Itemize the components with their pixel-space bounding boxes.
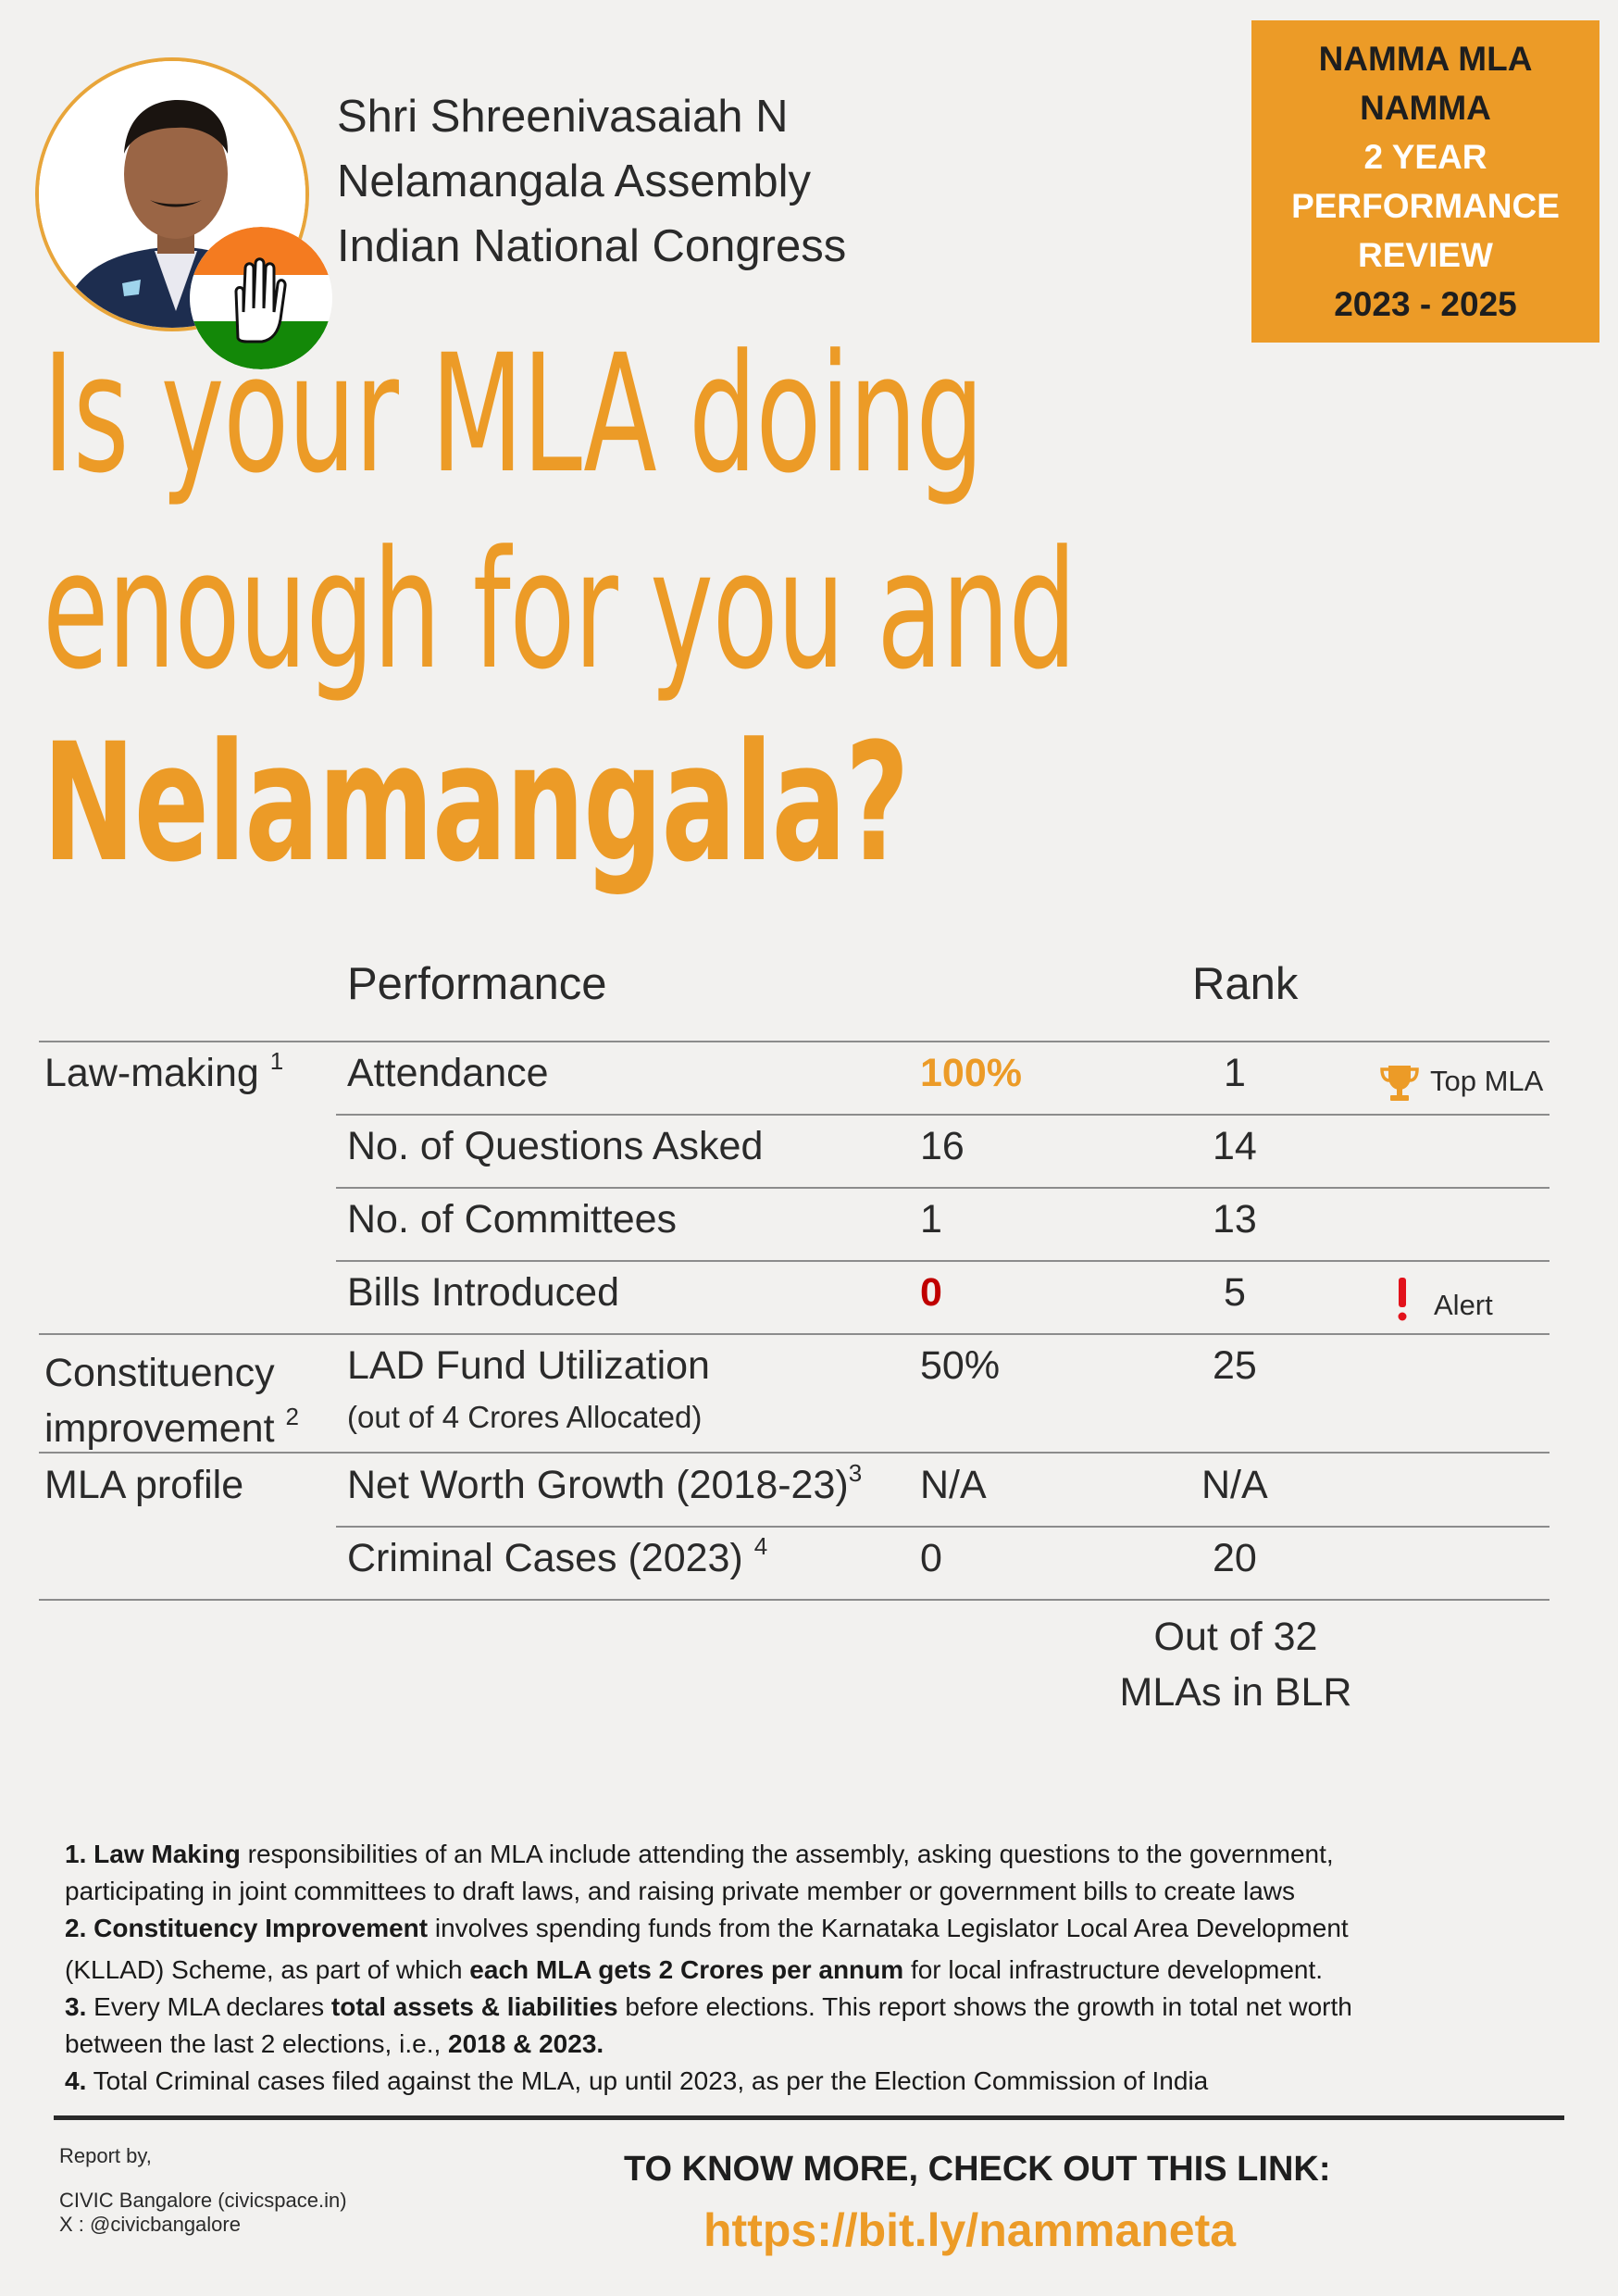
footnote-1-cont: participating in joint committees to dra… (65, 1877, 1296, 1905)
value-bills: 0 (920, 1270, 942, 1315)
headline-line-1: Is your MLA doing (43, 319, 984, 509)
rank-bills: 5 (1224, 1270, 1246, 1315)
headline-line-3: Nelamangala? (43, 708, 909, 898)
row-divider (336, 1526, 1550, 1528)
metric-criminal-cases: Criminal Cases (2023) 4 (347, 1534, 767, 1581)
footnote-3-text-c: between the last 2 elections, i.e., (65, 2029, 449, 2058)
rank-criminal-cases: 20 (1213, 1536, 1257, 1580)
section-divider (39, 1452, 1550, 1454)
mla-photo (35, 57, 309, 331)
section-divider (39, 1333, 1550, 1335)
review-line-4: PERFORMANCE (1291, 187, 1560, 225)
footnote-3-num: 3. (65, 1992, 87, 2021)
value-attendance: 100% (920, 1051, 1022, 1095)
footnote-3-term: total assets & liabilities (330, 1992, 618, 2021)
value-criminal-cases: 0 (920, 1536, 942, 1580)
metric-committees: No. of Committees (347, 1197, 678, 1242)
footnote-ref-1: 1 (269, 1047, 284, 1075)
footnote-3-cont: between the last 2 elections, i.e., 2018… (65, 2026, 604, 2063)
report-org: CIVIC Bangalore (civicspace.in) (59, 2189, 347, 2212)
top-mla-badge: Top MLA (1430, 1065, 1544, 1097)
rank-footer-line-1: Out of 32 (1153, 1615, 1318, 1659)
footnote-4-text: Total Criminal cases filed against the M… (86, 2066, 1209, 2095)
mla-party: Indian National Congress (337, 221, 847, 271)
footnote-2-term: Constituency Improvement (93, 1914, 429, 1942)
metric-criminal-cases-label: Criminal Cases (2023) (347, 1536, 743, 1580)
headline-line-2: enough for you and (43, 516, 1077, 705)
party-logo (190, 227, 332, 369)
metric-net-worth: Net Worth Growth (2018-23)3 (347, 1461, 862, 1508)
rank-committees: 13 (1213, 1197, 1257, 1242)
report-by: Report by, (59, 2144, 152, 2167)
metric-net-worth-label: Net Worth Growth (2018-23) (347, 1463, 849, 1507)
row-divider (336, 1260, 1550, 1262)
mla-constituency: Nelamangala Assembly (337, 156, 812, 206)
header-performance: Performance (347, 959, 607, 1009)
section-law-making: Law-making 1 (44, 1049, 283, 1096)
footnote-4: 4. Total Criminal cases filed against th… (65, 2063, 1208, 2100)
footer-divider (54, 2115, 1564, 2120)
section-constituency-line-2: improvement (44, 1406, 275, 1451)
rank-attendance: 1 (1224, 1051, 1246, 1095)
value-net-worth: N/A (920, 1463, 987, 1507)
section-constituency-line-1: Constituency (44, 1351, 275, 1395)
value-committees: 1 (920, 1197, 942, 1242)
rank-net-worth: N/A (1201, 1463, 1268, 1507)
cta-link[interactable]: https://bit.ly/nammaneta (703, 2204, 1237, 2256)
footnote-1-term: Law Making (93, 1840, 241, 1868)
rank-footer: Out of 32 MLAs in BLR (1092, 1609, 1379, 1720)
metric-questions: No. of Questions Asked (347, 1124, 764, 1168)
rank-footer-line-2: MLAs in BLR (1119, 1670, 1352, 1715)
footnote-2: 2. Constituency Improvement involves spe… (65, 1910, 1349, 1947)
value-questions: 16 (920, 1124, 965, 1168)
footnote-2-cont: (KLLAD) Scheme, as part of which each ML… (65, 1952, 1323, 1989)
footnote-2-text-c: for local infrastructure development. (903, 1955, 1324, 1984)
alert-badge: Alert (1434, 1289, 1493, 1321)
review-line-1: NAMMA MLA (1318, 40, 1533, 78)
table-bottom-divider (39, 1599, 1550, 1601)
value-lad-fund: 50% (920, 1343, 1001, 1388)
footnote-2-text-b: (KLLAD) Scheme, as part of which (65, 1955, 470, 1984)
trophy-icon (1379, 1062, 1420, 1109)
footnote-ref-4: 4 (753, 1532, 768, 1560)
review-badge: NAMMA MLA NAMMA 2 YEAR PERFORMANCE REVIE… (1251, 20, 1599, 343)
section-mla-profile: MLA profile (44, 1463, 244, 1507)
mla-portrait-image (39, 61, 305, 328)
row-divider (336, 1187, 1550, 1189)
review-line-6: 2023 - 2025 (1334, 285, 1517, 323)
footnote-2-text-a: involves spending funds from the Karnata… (428, 1914, 1349, 1942)
footnote-3-text-a: Every MLA declares (86, 1992, 331, 2021)
footnote-2-highlight: each MLA gets 2 Crores per annum (469, 1955, 904, 1984)
metric-attendance: Attendance (347, 1051, 549, 1095)
rank-lad-fund: 25 (1213, 1343, 1257, 1388)
metric-lad-fund: LAD Fund Utilization (347, 1343, 710, 1388)
footnote-2-num: 2. (65, 1914, 87, 1942)
footnote-ref-3: 3 (848, 1459, 863, 1487)
footnote-3: 3. Every MLA declares total assets & lia… (65, 1989, 1352, 2026)
footnote-1-text-a: responsibilities of an MLA include atten… (240, 1840, 1334, 1868)
footnote-4-num: 4. (65, 2066, 87, 2095)
review-line-2: NAMMA (1360, 89, 1491, 127)
review-line-3: 2 YEAR (1363, 138, 1487, 176)
mla-name: Shri Shreenivasaiah N (337, 92, 789, 142)
report-twitter: X : @civicbangalore (59, 2213, 241, 2236)
alert-icon (1395, 1276, 1410, 1327)
footnote-3-text-b: before elections. This report shows the … (617, 1992, 1352, 2021)
cta-heading: TO KNOW MORE, CHECK OUT THIS LINK: (624, 2150, 1331, 2189)
table-divider (39, 1041, 1550, 1042)
rank-questions: 14 (1213, 1124, 1257, 1168)
section-constituency: Constituency improvement 2 (44, 1345, 299, 1456)
footnote-1-num: 1. (65, 1840, 87, 1868)
row-divider (336, 1114, 1550, 1116)
metric-bills: Bills Introduced (347, 1270, 619, 1315)
footnote-3-years: 2018 & 2023. (448, 2029, 604, 2058)
section-law-making-label: Law-making (44, 1051, 259, 1095)
metric-lad-fund-sub: (out of 4 Crores Allocated) (347, 1400, 703, 1434)
footnote-1: 1. Law Making responsibilities of an MLA… (65, 1836, 1334, 1873)
header-rank: Rank (1192, 959, 1299, 1009)
footnote-ref-2: 2 (285, 1403, 299, 1430)
review-line-5: REVIEW (1358, 236, 1493, 274)
